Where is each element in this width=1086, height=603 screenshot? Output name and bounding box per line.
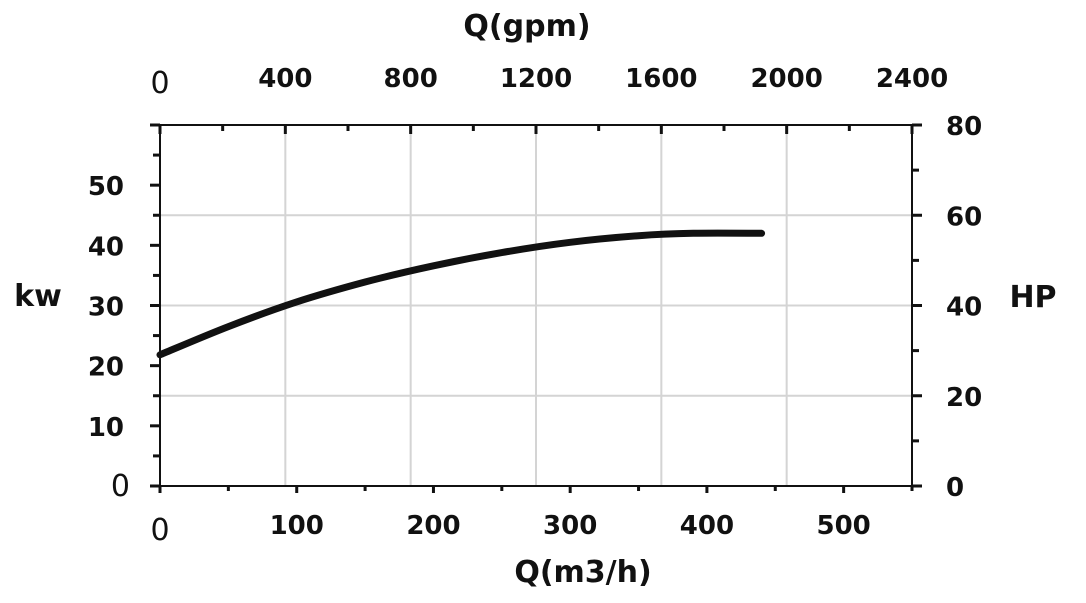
x-bottom-tick-label: 500 <box>816 511 870 541</box>
x-top-tick-label: 1600 <box>625 64 697 94</box>
power-curve-line <box>156 229 766 359</box>
x-bottom-tick-label: 400 <box>680 511 734 541</box>
x-top-tick-label: 2400 <box>876 64 948 94</box>
axis-ticks <box>150 123 922 493</box>
y-axis-right-title: HP <box>1009 280 1056 315</box>
x-bottom-tick-label: 200 <box>406 511 460 541</box>
x-top-tick-label: 800 <box>384 64 438 94</box>
y-left-tick-label: 20 <box>88 353 124 383</box>
y-right-tick-label: 0 <box>946 473 964 503</box>
y-left-tick-label: 0 <box>111 469 130 504</box>
grid-lines <box>160 125 912 486</box>
x-axis-bottom-title: Q(m3/h) <box>514 555 651 590</box>
x-bottom-tick-label: 100 <box>270 511 324 541</box>
y-left-tick-label: 30 <box>88 293 124 323</box>
x-top-tick-label: 1200 <box>500 64 572 94</box>
y-right-tick-label: 20 <box>946 383 982 413</box>
x-top-tick-label: 400 <box>258 64 312 94</box>
x-top-tick-label: 2000 <box>750 64 822 94</box>
y-left-tick-label: 50 <box>88 172 124 202</box>
x-bottom-tick-label: 0 <box>150 513 169 548</box>
y-axis-left-title: kw <box>14 279 62 314</box>
y-right-tick-label: 60 <box>946 202 982 232</box>
x-top-tick-label: 0 <box>150 66 169 101</box>
y-left-tick-label: 10 <box>88 413 124 443</box>
y-left-tick-label: 40 <box>88 232 124 262</box>
x-bottom-tick-label: 300 <box>543 511 597 541</box>
x-axis-top-title: Q(gpm) <box>463 9 590 44</box>
y-right-tick-label: 40 <box>946 293 982 323</box>
y-right-tick-label: 80 <box>946 112 982 142</box>
